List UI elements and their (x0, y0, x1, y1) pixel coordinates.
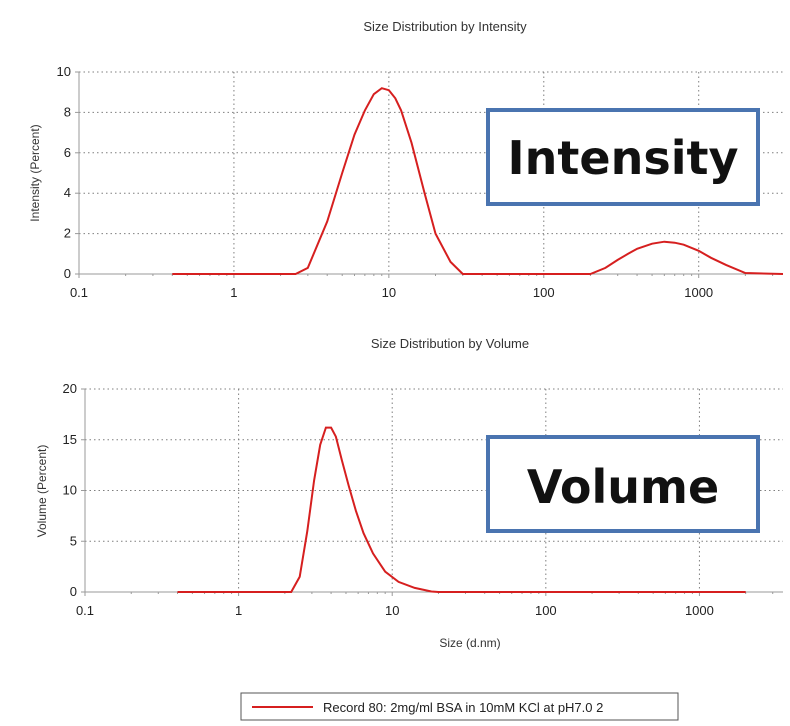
y-tick-label: 0 (64, 266, 71, 281)
x-tick-label: 100 (535, 603, 557, 618)
y-tick-label: 0 (70, 584, 77, 599)
y-tick-label: 15 (63, 432, 77, 447)
volume-badge: Volume (486, 435, 760, 533)
legend: Record 80: 2mg/ml BSA in 10mM KCl at pH7… (240, 692, 679, 721)
series-line (172, 87, 784, 275)
x-tick-label: 1000 (684, 285, 713, 300)
y-tick-label: 10 (57, 64, 71, 79)
x-tick-label: 1 (230, 285, 237, 300)
y-tick-label: 5 (70, 533, 77, 548)
x-tick-label: 10 (382, 285, 396, 300)
y-tick-label: 20 (63, 381, 77, 396)
x-tick-label: 0.1 (76, 603, 94, 618)
x-tick-label: 10 (385, 603, 399, 618)
grid-lines (78, 71, 783, 274)
x-tick-label: 1000 (685, 603, 714, 618)
x-tick-label: 1 (235, 603, 242, 618)
legend-label: Record 80: 2mg/ml BSA in 10mM KCl at pH7… (323, 700, 603, 715)
x-tick-label: 0.1 (70, 285, 88, 300)
y-tick-label: 2 (64, 226, 71, 241)
intensity-chart: Size Distribution by Intensity Intensity… (28, 19, 784, 300)
series-lines (177, 426, 746, 593)
y-tick-label: 4 (64, 185, 71, 200)
y-tick-label: 10 (63, 483, 77, 498)
y-tick-label: 8 (64, 104, 71, 119)
tick-labels: 0 2 4 6 8 10 0.1 1 10 100 1000 (57, 64, 714, 300)
x-tick-label: 100 (533, 285, 555, 300)
chart-title: Size Distribution by Intensity (363, 19, 527, 34)
volume-chart: Size Distribution by Volume Volume (Perc… (35, 336, 783, 650)
y-tick-label: 6 (64, 145, 71, 160)
tick-labels: 0 5 10 15 20 0.1 1 10 100 1000 (63, 381, 714, 618)
chart-title: Size Distribution by Volume (371, 336, 529, 351)
intensity-badge: Intensity (486, 108, 760, 206)
intensity-badge-label: Intensity (508, 131, 739, 185)
series-lines (172, 87, 784, 275)
x-axis-label: Size (d.nm) (439, 636, 500, 650)
series-line (177, 426, 746, 593)
y-axis-label: Volume (Percent) (35, 445, 49, 538)
volume-badge-label: Volume (527, 460, 719, 514)
y-axis-label: Intensity (Percent) (28, 124, 42, 221)
